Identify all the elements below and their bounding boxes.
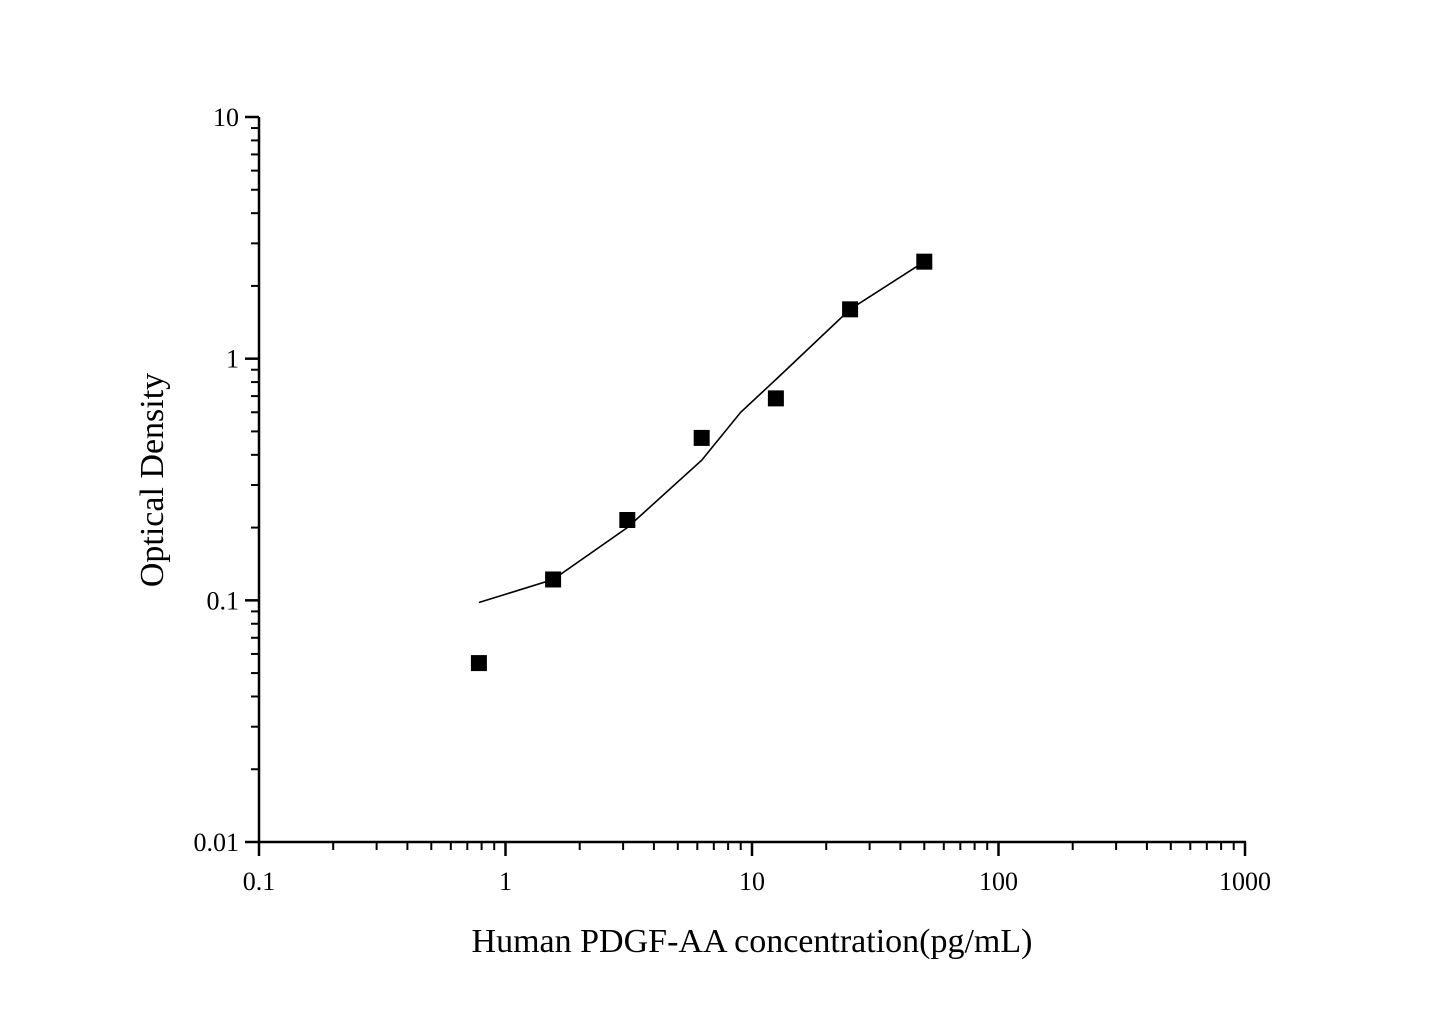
fit-curve-group — [478, 261, 925, 604]
x-tick-label: 0.1 — [243, 867, 276, 896]
data-point — [619, 511, 636, 528]
x-tick-label: 100 — [979, 867, 1018, 896]
data-point — [470, 655, 487, 672]
axes — [257, 117, 1246, 844]
y-tick-label: 0.1 — [207, 586, 240, 615]
data-point — [842, 301, 859, 318]
x-minor-ticks — [332, 842, 1235, 850]
data-points — [470, 253, 933, 672]
data-point — [916, 253, 933, 270]
y-axis-title: Optical Density — [134, 373, 171, 587]
y-tick-label: 10 — [213, 103, 239, 132]
data-point — [767, 390, 784, 407]
x-tick-label: 1 — [499, 867, 512, 896]
x-ticks: 0.1 1 10 100 1000 — [243, 842, 1271, 896]
y-minor-ticks — [251, 127, 259, 771]
y-tick-label: 1 — [226, 345, 239, 374]
data-point — [545, 571, 562, 588]
x-tick-label: 1000 — [1219, 867, 1271, 896]
y-tick-label: 0.01 — [194, 828, 240, 857]
x-axis-title: Human PDGF-AA concentration(pg/mL) — [472, 923, 1033, 960]
y-ticks: 0.01 0.1 1 10 — [194, 103, 259, 857]
data-point — [693, 429, 710, 446]
x-tick-label: 10 — [739, 867, 765, 896]
fit-curve-line — [478, 261, 925, 604]
